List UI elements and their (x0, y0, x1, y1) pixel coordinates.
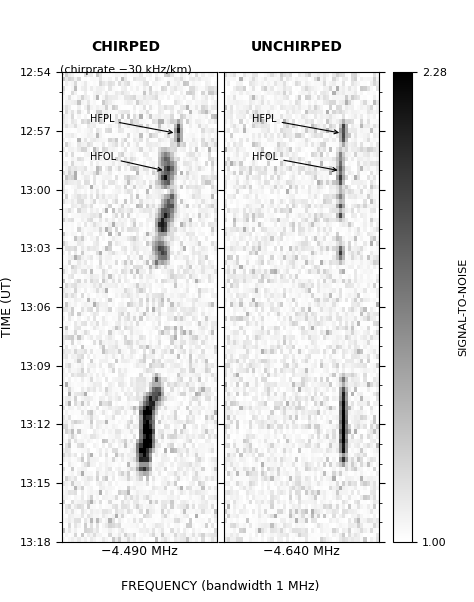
X-axis label: −4.490 MHz: −4.490 MHz (100, 545, 177, 557)
Text: FREQUENCY (bandwidth 1 MHz): FREQUENCY (bandwidth 1 MHz) (121, 580, 319, 593)
Text: HFPL: HFPL (252, 114, 338, 134)
Text: UNCHIRPED: UNCHIRPED (250, 40, 342, 54)
Text: HFOL: HFOL (90, 152, 162, 171)
Text: HFPL: HFPL (90, 114, 173, 134)
Text: (chirprate −30 kHz/km): (chirprate −30 kHz/km) (60, 66, 191, 75)
Text: CHIRPED: CHIRPED (91, 40, 160, 54)
Y-axis label: SIGNAL-TO-NOISE: SIGNAL-TO-NOISE (458, 258, 468, 356)
Y-axis label: TIME (UT): TIME (UT) (1, 277, 14, 337)
X-axis label: −4.640 MHz: −4.640 MHz (264, 545, 340, 557)
Text: HFOL: HFOL (252, 152, 337, 172)
